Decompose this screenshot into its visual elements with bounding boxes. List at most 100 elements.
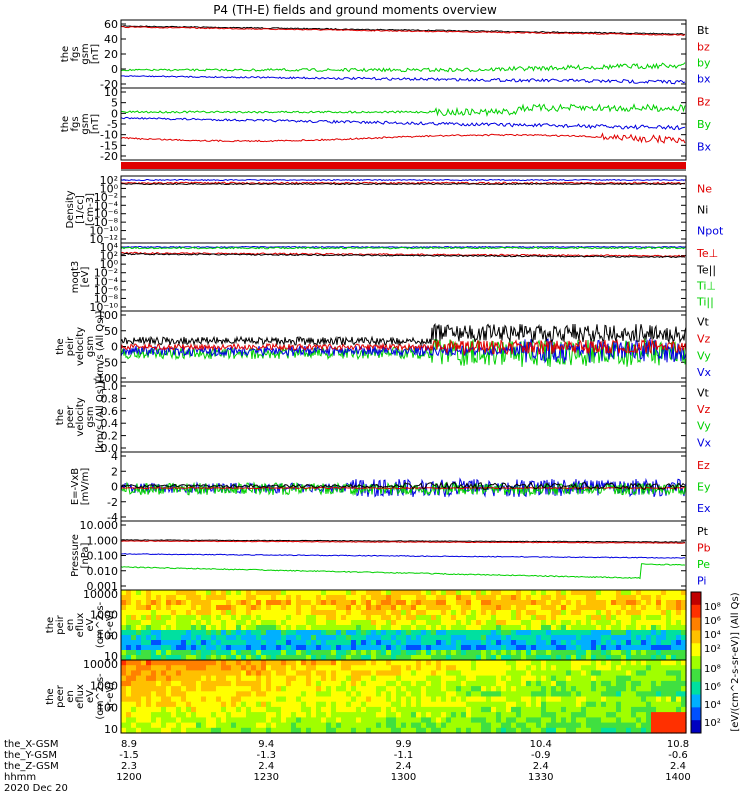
- spectro-cell: [496, 645, 502, 651]
- spectro-cell: [506, 630, 512, 636]
- spectro-cell: [456, 645, 462, 651]
- spectro-cell: [286, 630, 292, 636]
- spectro-cell: [301, 660, 307, 666]
- spectro-cell: [211, 615, 217, 621]
- spectro-cell: [286, 722, 292, 729]
- spectro-cell: [626, 625, 632, 631]
- spectro-cell: [526, 675, 532, 682]
- spectro-cell: [681, 595, 687, 601]
- spectro-cell: [636, 640, 642, 646]
- spectro-cell: [411, 605, 417, 611]
- spectro-cell: [291, 625, 297, 631]
- spectro-cell: [316, 650, 322, 656]
- spectro-cell: [491, 701, 497, 708]
- spectro-cell: [511, 712, 517, 718]
- spectro-cell: [421, 640, 427, 646]
- spectro-cell: [331, 640, 337, 646]
- spectro-cell: [256, 670, 262, 677]
- spectro-cell: [671, 640, 677, 646]
- spectro-cell: [661, 595, 667, 601]
- spectro-cell: [281, 701, 287, 708]
- spectro-cell: [356, 645, 362, 651]
- spectro-cell: [201, 600, 207, 606]
- y-tick-label: 10⁴: [100, 241, 119, 254]
- spectro-cell: [671, 675, 677, 682]
- spectro-cell: [456, 660, 462, 666]
- spectro-cell: [591, 655, 597, 661]
- spectro-cell: [331, 701, 337, 708]
- spectro-cell: [336, 635, 342, 641]
- colorbar-tick: 10⁸: [704, 664, 721, 675]
- spectro-cell: [391, 625, 397, 631]
- legend-Vt: Vt: [697, 315, 710, 328]
- spectro-cell: [346, 595, 352, 601]
- spectro-cell: [531, 712, 537, 718]
- spectro-cell: [526, 630, 532, 636]
- spectro-cell: [516, 595, 522, 601]
- spectro-cell: [421, 590, 427, 596]
- spectro-cell: [501, 600, 507, 606]
- spectro-cell: [356, 675, 362, 682]
- spectro-cell: [476, 691, 482, 698]
- spectro-cell: [551, 620, 557, 626]
- spectro-cell: [616, 722, 622, 729]
- spectro-cell: [171, 686, 177, 692]
- spectro-cell: [431, 640, 437, 646]
- spectro-cell: [571, 630, 577, 636]
- spectro-cell: [541, 610, 547, 616]
- spectro-cell: [166, 610, 172, 616]
- y-axis-label: peir: [65, 336, 76, 356]
- spectro-cell: [376, 712, 382, 718]
- spectro-cell: [486, 701, 492, 708]
- spectro-cell: [581, 675, 587, 682]
- spectro-cell: [451, 610, 457, 616]
- spectro-cell: [636, 610, 642, 616]
- spectro-cell: [511, 670, 517, 677]
- spectro-cell: [166, 686, 172, 692]
- spectro-cell: [201, 727, 207, 734]
- spectro-cell: [371, 691, 377, 698]
- spectro-cell: [506, 706, 512, 713]
- spectro-cell: [641, 610, 647, 616]
- spectro-cell: [471, 660, 477, 666]
- spectro-cell: [636, 701, 642, 708]
- spectro-cell: [231, 670, 237, 677]
- spectro-cell: [411, 620, 417, 626]
- spectro-cell: [676, 696, 682, 703]
- spectro-cell: [406, 706, 412, 713]
- spectro-cell: [336, 625, 342, 631]
- spectro-cell: [141, 696, 147, 703]
- spectro-cell: [601, 645, 607, 651]
- spectro-cell: [156, 605, 162, 611]
- spectro-cell: [196, 680, 202, 687]
- spectro-cell: [501, 615, 507, 621]
- spectro-cell: [471, 665, 477, 671]
- spectro-cell: [571, 645, 577, 651]
- spectro-cell: [371, 630, 377, 636]
- spectro-cell: [406, 665, 412, 671]
- spectro-cell: [201, 635, 207, 641]
- colorbar-frame: [690, 591, 702, 734]
- spectro-cell: [596, 605, 602, 611]
- spectro-cell: [341, 610, 347, 616]
- spectro-cell: [141, 727, 147, 734]
- spectro-cell: [466, 706, 472, 713]
- spectro-cell: [611, 600, 617, 606]
- spectro-cell: [441, 650, 447, 656]
- spectro-cell: [641, 660, 647, 666]
- spectro-cell: [461, 605, 467, 611]
- spectro-cell: [421, 727, 427, 734]
- spectro-cell: [361, 675, 367, 682]
- spectro-cell: [306, 675, 312, 682]
- spectro-cell: [601, 625, 607, 631]
- spectro-cell: [671, 645, 677, 651]
- spectro-cell: [261, 680, 267, 687]
- spectro-cell: [321, 670, 327, 677]
- spectro-cell: [561, 625, 567, 631]
- spectro-cell: [336, 670, 342, 677]
- spectro-cell: [551, 706, 557, 713]
- spectro-cell: [641, 620, 647, 626]
- spectro-cell: [201, 590, 207, 596]
- spectro-cell: [546, 595, 552, 601]
- spectro-cell: [366, 686, 372, 692]
